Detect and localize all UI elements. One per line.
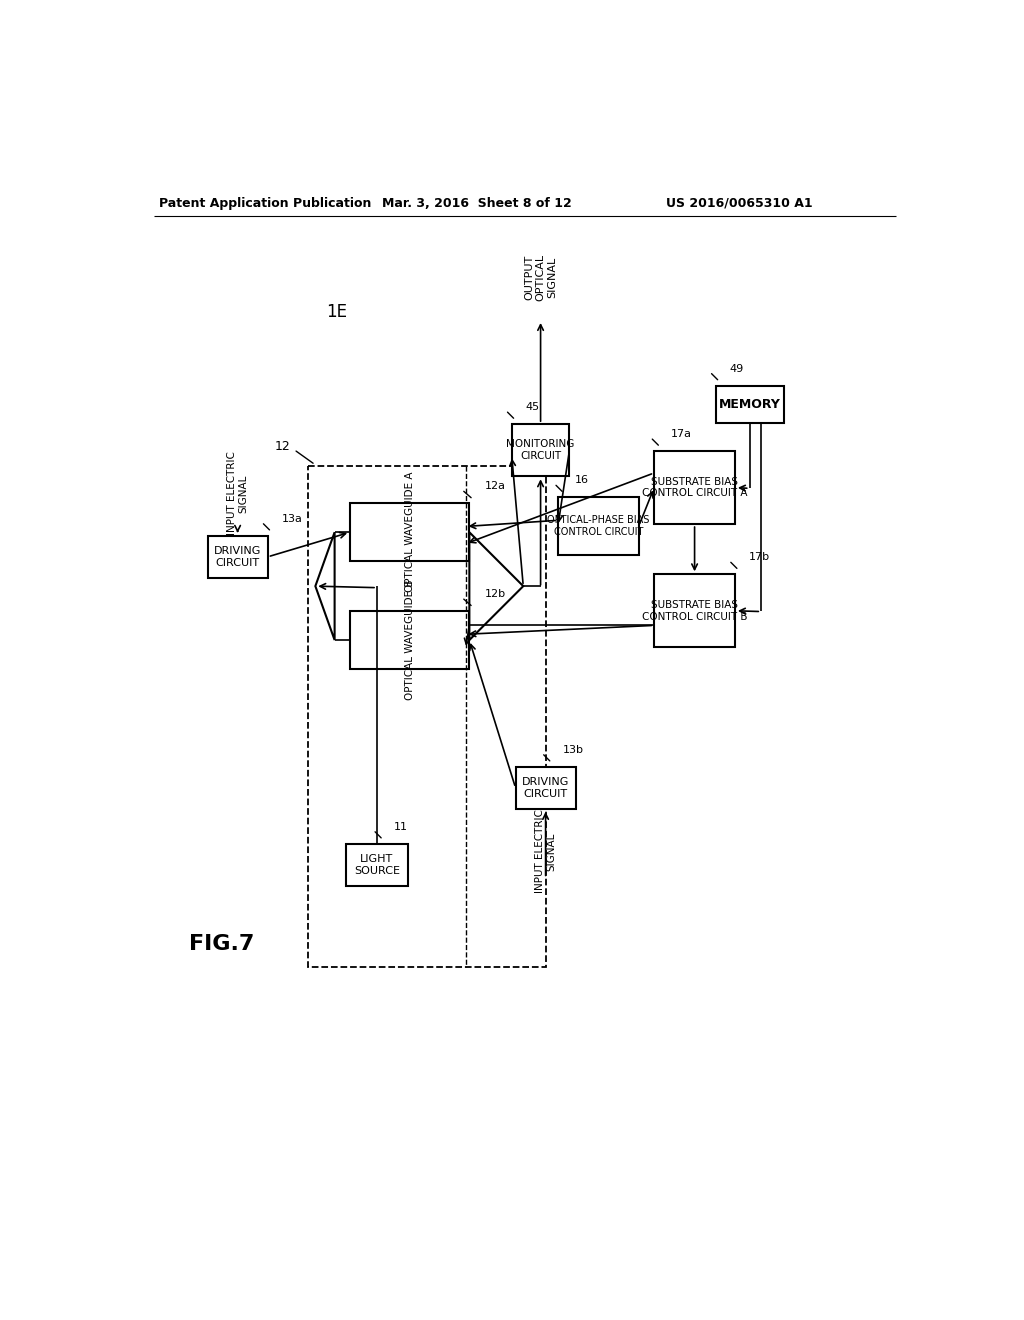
Text: MEMORY: MEMORY [719,397,780,411]
Text: INPUT ELECTRIC
SIGNAL: INPUT ELECTRIC SIGNAL [226,451,249,536]
Text: DRIVING
CIRCUIT: DRIVING CIRCUIT [522,777,569,799]
Text: 12b: 12b [484,589,506,599]
Text: 49: 49 [730,363,743,374]
Text: INPUT ELECTRIC
SIGNAL: INPUT ELECTRIC SIGNAL [535,809,556,894]
Text: 13a: 13a [282,513,302,524]
Bar [654,451,735,524]
Text: 12: 12 [275,440,291,453]
Text: 11: 11 [394,822,408,832]
Text: OPTICAL WAVEGUIDE B: OPTICAL WAVEGUIDE B [404,579,415,701]
Text: 16: 16 [574,475,589,486]
Text: 17b: 17b [749,552,770,562]
Text: OPTICAL WAVEGUIDE A: OPTICAL WAVEGUIDE A [404,473,415,593]
Text: 12a: 12a [484,482,506,491]
Text: Mar. 3, 2016  Sheet 8 of 12: Mar. 3, 2016 Sheet 8 of 12 [382,197,572,210]
Text: 1E: 1E [327,304,347,321]
Text: SUBSTRATE BIAS
CONTROL CIRCUIT A: SUBSTRATE BIAS CONTROL CIRCUIT A [642,477,748,499]
Bar [558,498,639,554]
Bar [346,843,408,886]
Text: SUBSTRATE BIAS
CONTROL CIRCUIT B: SUBSTRATE BIAS CONTROL CIRCUIT B [642,601,748,622]
Bar [350,503,469,561]
Bar [654,574,735,647]
Text: 17a: 17a [671,429,692,440]
Text: FIG.7: FIG.7 [188,933,254,954]
Bar [307,466,547,966]
Bar [208,536,267,578]
Bar [716,385,783,422]
Text: Patent Application Publication: Patent Application Publication [159,197,372,210]
Text: 45: 45 [525,403,540,412]
Bar [515,767,575,809]
Bar [350,611,469,669]
Text: 13b: 13b [562,744,584,755]
Text: LIGHT
SOURCE: LIGHT SOURCE [354,854,400,875]
Text: DRIVING
CIRCUIT: DRIVING CIRCUIT [214,546,261,568]
Text: MONITORING
CIRCUIT: MONITORING CIRCUIT [507,440,574,461]
Text: OPTICAL-PHASE BIAS
CONTROL CIRCUIT: OPTICAL-PHASE BIAS CONTROL CIRCUIT [547,515,649,537]
Bar [512,424,569,477]
Text: US 2016/0065310 A1: US 2016/0065310 A1 [666,197,812,210]
Text: OUTPUT
OPTICAL
SIGNAL: OUTPUT OPTICAL SIGNAL [524,253,557,301]
